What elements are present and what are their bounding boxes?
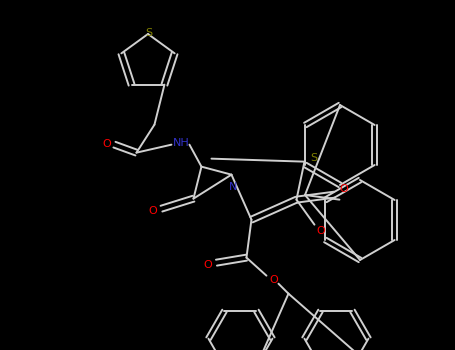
Text: NH: NH: [173, 138, 190, 148]
Text: O: O: [102, 139, 111, 149]
Text: O: O: [203, 260, 212, 270]
Text: N: N: [229, 182, 238, 192]
Text: S: S: [310, 153, 317, 163]
Text: O: O: [269, 275, 278, 285]
Text: S: S: [146, 28, 152, 38]
Text: O: O: [148, 206, 157, 216]
Text: O: O: [339, 184, 348, 194]
Text: O: O: [316, 226, 325, 236]
